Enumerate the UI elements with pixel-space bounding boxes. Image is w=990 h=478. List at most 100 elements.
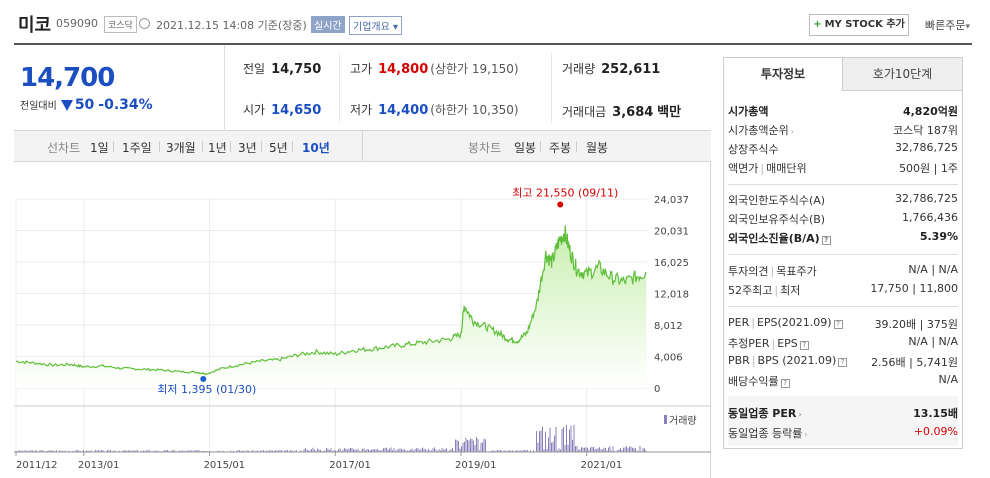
dividend-label: 배당수익률 [728, 375, 779, 388]
change-value: 50 [74, 97, 95, 113]
bps-label: BPS (2021.09) [757, 354, 837, 367]
open-value: 14,650 [271, 103, 322, 118]
par-value-row: 액면가 | 매매단위 500원 | 1주 [728, 162, 958, 175]
amount-value: 3,684 [612, 105, 654, 120]
clock-icon [139, 18, 150, 29]
upper-limit: (상한가 19,150) [430, 62, 519, 76]
industry-per-row: 동일업종 PER › 13.15배 [728, 404, 958, 422]
y-tick-label: 0 [654, 384, 660, 395]
add-mystock-button[interactable]: + MY STOCK 추가 [809, 14, 909, 36]
industry-per-label: 동일업종 PER [728, 407, 797, 420]
tab-3m[interactable]: 3개월 [166, 141, 196, 155]
opinion-label: 투자의견 [728, 265, 769, 278]
chevron-down-icon: ▾ [393, 22, 399, 33]
summary-divider [224, 45, 225, 131]
help-icon[interactable]: ? [838, 358, 848, 367]
tab-1d[interactable]: 1일 [90, 141, 109, 155]
tab-weekly[interactable]: 주봉 [549, 141, 572, 155]
low-marker [200, 376, 207, 383]
market-cap-row: 시가총액 4,820억원 [728, 102, 958, 120]
help-icon[interactable]: ? [833, 320, 843, 329]
high-price: 고가 14,800 (상한가 19,150) [350, 60, 519, 77]
price-chart[interactable]: 24,037 20,031 16,025 12,018 8,012 4,006 0 최고 21… [14, 162, 711, 478]
column-divider [551, 53, 552, 123]
chevron-right-icon[interactable]: › [790, 127, 794, 136]
corp-info-label: 기업개요 [353, 22, 390, 33]
tab-monthly[interactable]: 월봉 [586, 141, 609, 155]
line-chart-label: 선차트 [47, 141, 81, 155]
amount-label: 거래대금 [562, 105, 607, 119]
y-tick-label: 16,025 [654, 258, 689, 269]
low-price: 저가 14,400 (하한가 10,350) [350, 101, 519, 118]
help-icon[interactable]: ? [821, 236, 831, 245]
volume: 거래량 252,611 [562, 60, 660, 77]
realtime-badge[interactable]: 실시간 [311, 16, 345, 33]
market-cap-value: 4,820억원 [902, 105, 958, 118]
low-value: 14,400 [378, 103, 429, 118]
high-label: 고가 [350, 62, 373, 76]
tabs-divider [362, 131, 363, 162]
tab-1w[interactable]: 1주일 [122, 141, 152, 155]
price-summary: 14,700 전일대비 50 -0.34% 전일 14,750 고가 14,800 (상한… [14, 45, 711, 131]
section-divider [728, 254, 958, 255]
y-tick-label: 4,006 [654, 353, 683, 364]
est-per-label: 추정PER [728, 337, 770, 350]
chevron-right-icon[interactable]: › [798, 410, 802, 419]
corp-info-dropdown[interactable]: 기업개요 ▾ [349, 16, 403, 35]
market-cap-rank-value: 코스닥 187위 [893, 124, 958, 137]
help-icon[interactable]: ? [799, 341, 809, 350]
pbr-bps-value: 2.56배 | 5,741원 [871, 356, 958, 369]
high-value: 14,800 [378, 62, 429, 77]
tab-5y[interactable]: 5년 [269, 141, 288, 155]
quick-order-button[interactable]: 빠른주문▾ [925, 17, 970, 33]
week52-high-label: 52주최고 [728, 284, 773, 297]
price-chart-svg: 24,037 20,031 16,025 12,018 8,012 4,006 0 최고 21… [14, 187, 711, 471]
trade-unit-label: 매매단위 [766, 162, 807, 175]
market-cap-label: 시가총액 [728, 105, 769, 118]
industry-rate-label: 동일업종 등락률 [728, 427, 803, 440]
tab-divider [261, 141, 262, 152]
market-cap-rank-label: 시가총액순위 [728, 124, 789, 137]
est-per-eps-value: N/A | N/A [908, 335, 958, 348]
pbr-label: PBR [728, 354, 750, 367]
high-annotation: 최고 21,550 (09/11) [512, 187, 618, 200]
x-tick-label: 2021/01 [581, 460, 623, 471]
par-unit-value: 500원 | 1주 [899, 162, 958, 175]
market-cap-rank-row: 시가총액순위 › 코스닥 187위 [728, 121, 958, 139]
x-tick-label: 2011/12 [16, 460, 58, 471]
tab-orderbook[interactable]: 호가10단계 [843, 58, 962, 91]
stock-header: 미코 059090 코스닥 2021.12.15 14:08 기준(장중) 실시… [0, 0, 990, 44]
candle-chart-label: 봉차트 [468, 141, 502, 155]
prev-close: 전일 14,750 [243, 60, 321, 77]
foreign-limit-row: 외국인한도주식수(A) 32,786,725 [728, 191, 958, 209]
tab-divider [576, 141, 577, 152]
tab-divider [202, 141, 203, 152]
help-icon[interactable]: ? [780, 379, 790, 388]
x-tick-label: 2019/01 [455, 460, 497, 471]
chevron-right-icon[interactable]: › [804, 430, 808, 439]
foreign-hold-row: 외국인보유주식수(B) 1,766,436 [728, 210, 958, 228]
price-change: 전일대비 50 -0.34% [20, 97, 153, 113]
listed-shares-value: 32,786,725 [895, 141, 958, 154]
prev-close-label: 전일 [243, 62, 266, 76]
column-divider [339, 53, 340, 123]
tab-investment-info[interactable]: 투자정보 [724, 58, 843, 91]
tab-1y[interactable]: 1년 [208, 141, 227, 155]
dividend-value: N/A [938, 373, 958, 386]
current-price: 14,700 [20, 63, 115, 93]
tab-10y[interactable]: 10년 [302, 141, 330, 155]
tab-daily[interactable]: 일봉 [514, 141, 537, 155]
eps-label: EPS(2021.09) [756, 316, 832, 329]
investment-info-panel: 투자정보 호가10단계 시가총액 4,820억원 시가총액순위 › 코스닥 187위 … [723, 57, 963, 449]
industry-section [728, 396, 958, 446]
timestamp: 2021.12.15 14:08 기준(장중) [156, 19, 307, 32]
dividend-row: 배당수익률? N/A [728, 372, 958, 390]
tab-divider [230, 141, 231, 152]
foreign-limit-label: 외국인한도주식수(A) [728, 194, 826, 207]
foreign-hold-label: 외국인보유주식수(B) [728, 213, 826, 226]
x-tick-label: 2017/01 [329, 460, 371, 471]
tab-3y[interactable]: 3년 [238, 141, 257, 155]
foreign-ratio-label: 외국인소진율(B/A) [728, 232, 820, 245]
y-tick-label: 12,018 [654, 290, 689, 301]
open-label: 시가 [243, 103, 266, 117]
